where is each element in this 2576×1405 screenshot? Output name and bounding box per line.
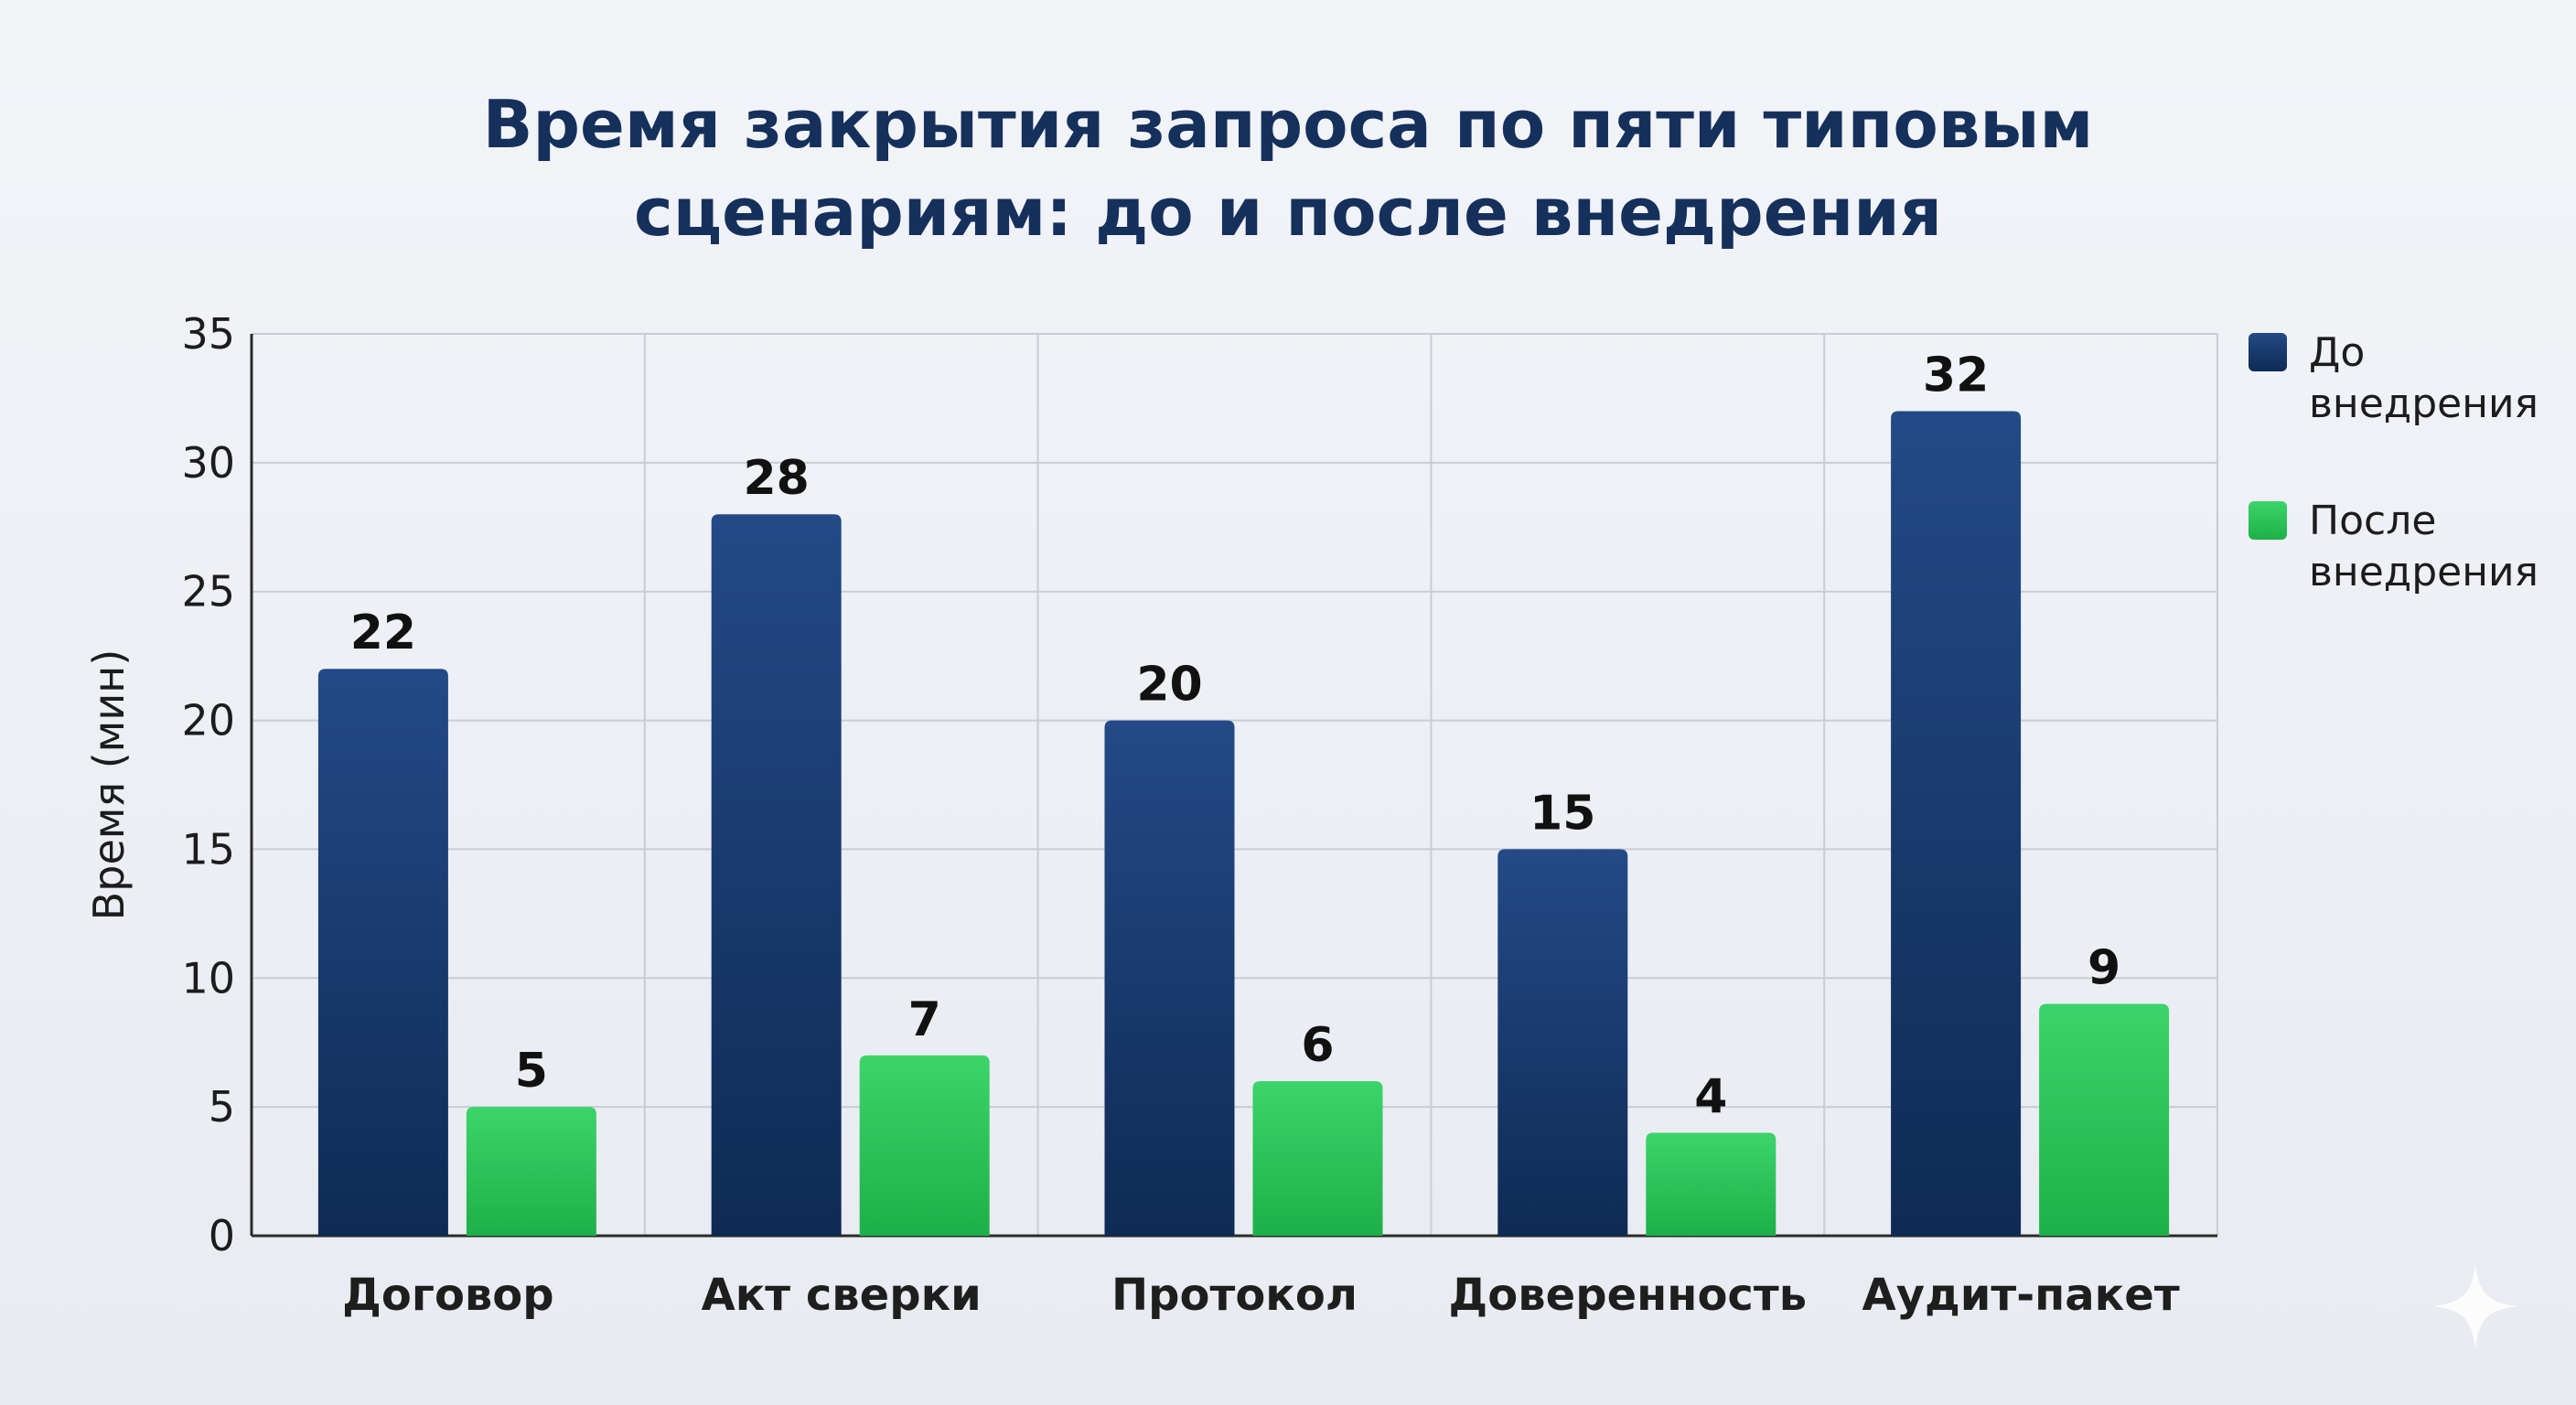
bars (317, 411, 2170, 1236)
y-tick-label: 15 (181, 824, 235, 874)
legend-swatch (2249, 501, 2287, 540)
y-tick-label: 0 (209, 1211, 235, 1260)
bar-before (1891, 411, 2022, 1236)
legend-swatch (2249, 333, 2287, 371)
data-label: 32 (1923, 349, 1989, 403)
legend-label: После (2309, 498, 2436, 544)
data-label: 5 (515, 1044, 548, 1099)
x-tick-label: Аудит-пакет (1862, 1270, 2180, 1321)
sparkle-icon (2433, 1264, 2517, 1348)
bar-after (2039, 1003, 2170, 1236)
data-label: 7 (908, 992, 941, 1047)
legend-label: внедрения (2309, 549, 2538, 595)
bar-after (466, 1107, 596, 1236)
bar-after (1252, 1080, 1383, 1236)
bar-after (1646, 1132, 1776, 1236)
data-label: 22 (350, 606, 416, 660)
x-tick-label: Доверенность (1449, 1270, 1808, 1321)
y-tick-label: 35 (181, 309, 235, 359)
data-label: 20 (1136, 658, 1202, 713)
legend-label: внедрения (2309, 381, 2538, 427)
bar-after (859, 1055, 990, 1236)
bar-before (1497, 849, 1628, 1236)
y-axis-title: Время (мин) (84, 649, 134, 921)
data-label: 15 (1530, 786, 1595, 841)
chart-title-line-1: Время закрытия запроса по пяти типовым (482, 86, 2094, 163)
y-tick-label: 25 (181, 567, 235, 617)
chart-title: Время закрытия запроса по пяти типовым с… (0, 80, 2576, 256)
legend: До внедрения После внедрения (2249, 329, 2538, 595)
data-label: 28 (744, 451, 810, 506)
x-tick-label: Акт сверки (702, 1270, 982, 1321)
data-label: 6 (1301, 1018, 1334, 1073)
bar-before (711, 514, 842, 1236)
legend-label: До (2309, 329, 2365, 376)
data-label: 9 (2088, 940, 2120, 995)
data-label: 4 (1694, 1069, 1727, 1124)
y-tick-label: 20 (181, 696, 235, 745)
y-tick-label: 30 (181, 438, 235, 488)
chart-title-line-2: сценариям: до и после внедрения (634, 174, 1942, 251)
x-tick-label: Протокол (1111, 1270, 1358, 1321)
bar-before (317, 669, 448, 1236)
grid-lines (252, 333, 2218, 1236)
x-tick-label: Договор (342, 1270, 554, 1321)
labels: 0 5 10 15 20 25 30 35 22 5 Договор 28 7 Акт сверки 20 6… (84, 309, 2180, 1321)
y-tick-label: 10 (181, 953, 235, 1003)
y-tick-label: 5 (209, 1082, 235, 1132)
bar-before (1104, 720, 1235, 1236)
